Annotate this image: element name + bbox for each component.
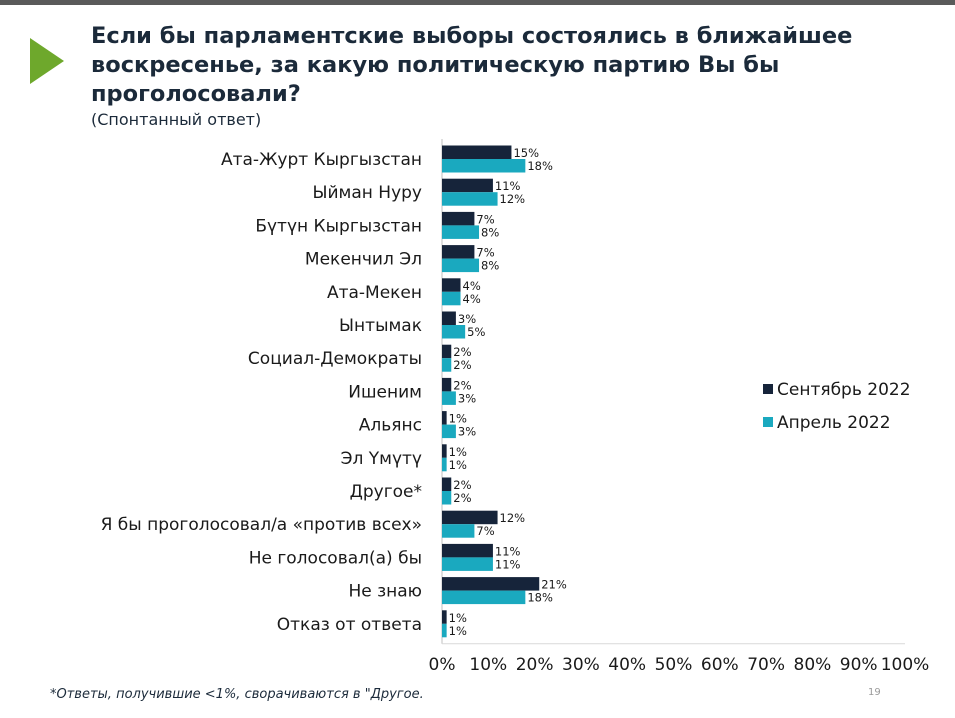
category-label: Ынтымак	[339, 316, 422, 336]
bar-april-2022	[442, 291, 461, 306]
x-tick-label: 50%	[655, 655, 693, 675]
data-label: 1%	[449, 445, 467, 459]
category-label: Ата-Мекен	[327, 283, 422, 303]
legend-label: Сентябрь 2022	[777, 380, 911, 400]
x-tick-label: 100%	[881, 655, 930, 675]
category-label: Не знаю	[348, 582, 422, 602]
data-label: 7%	[476, 524, 494, 538]
data-label: 21%	[541, 578, 567, 592]
bar-april-2022	[442, 424, 456, 439]
bar-april-2022	[442, 225, 480, 239]
bar-april-2022	[442, 491, 452, 505]
data-label: 2%	[453, 491, 471, 505]
footnote: *Ответы, получившие <1%, сворачиваются в…	[50, 687, 424, 702]
data-label: 2%	[453, 478, 471, 492]
data-label: 1%	[449, 611, 467, 625]
x-tick-label: 30%	[562, 655, 600, 675]
bar-april-2022	[442, 524, 475, 538]
data-label: 18%	[527, 159, 553, 173]
category-label: Другое*	[350, 482, 422, 502]
bar-april-2022	[442, 557, 493, 571]
data-label: 7%	[476, 212, 494, 226]
category-label: Альянс	[359, 416, 422, 436]
bar-september-2022	[442, 477, 452, 491]
category-label: Социал-Демократы	[248, 349, 422, 369]
data-label: 5%	[467, 325, 485, 339]
x-tick-label: 70%	[747, 655, 785, 675]
bar-september-2022	[442, 211, 475, 226]
data-label: 12%	[500, 192, 526, 206]
data-label: 11%	[495, 544, 521, 558]
data-label: 15%	[513, 146, 539, 160]
bar-chart: Ата-Журт Кыргызстан 15%18%Ыйман Нуру 11%12…	[101, 139, 930, 675]
x-tick-label: 90%	[840, 655, 878, 675]
data-label: 1%	[449, 624, 467, 638]
data-label: 2%	[453, 358, 471, 372]
data-label: 4%	[463, 279, 481, 293]
x-tick-label: 60%	[701, 655, 739, 675]
bar-april-2022	[442, 159, 526, 173]
bar-april-2022	[442, 457, 447, 472]
bar-september-2022	[442, 543, 493, 558]
bar-april-2022	[442, 391, 456, 405]
x-tick-label: 40%	[608, 655, 646, 675]
category-label: Эл Үмүтү	[341, 449, 422, 469]
category-label: Не голосовал(а) бы	[249, 548, 422, 568]
data-label: 11%	[495, 557, 521, 571]
data-label: 11%	[495, 179, 521, 193]
bar-september-2022	[442, 411, 447, 425]
category-label: Ишеним	[348, 382, 422, 402]
data-label: 12%	[500, 511, 526, 525]
bar-september-2022	[442, 311, 456, 325]
top-bar	[0, 0, 955, 5]
bar-september-2022	[442, 377, 452, 392]
category-label: Ата-Журт Кыргызстан	[221, 150, 422, 170]
data-label: 3%	[458, 425, 476, 439]
x-tick-label: 10%	[469, 655, 507, 675]
green-arrow-icon	[30, 38, 64, 84]
data-label: 7%	[476, 246, 494, 260]
x-tick-label: 0%	[429, 655, 456, 675]
data-label: 2%	[453, 345, 471, 359]
category-label: Ыйман Нуру	[312, 183, 422, 203]
legend-swatch	[763, 417, 773, 427]
data-label: 8%	[481, 259, 499, 273]
data-label: 1%	[449, 458, 467, 472]
data-label: 3%	[458, 312, 476, 326]
slide-subtitle: (Спонтанный ответ)	[91, 110, 262, 129]
category-label: Я бы проголосовал/а «против всех»	[101, 515, 422, 535]
bar-september-2022	[442, 577, 540, 591]
bar-april-2022	[442, 590, 526, 605]
x-tick-label: 80%	[794, 655, 832, 675]
data-label: 4%	[463, 292, 481, 306]
bar-september-2022	[442, 145, 512, 159]
bar-april-2022	[442, 358, 452, 372]
data-label: 3%	[458, 391, 476, 405]
bar-september-2022	[442, 444, 447, 458]
bar-september-2022	[442, 278, 461, 292]
bar-september-2022	[442, 344, 452, 359]
data-label: 8%	[481, 225, 499, 239]
page-number: 19	[868, 687, 881, 698]
bar-april-2022	[442, 258, 480, 273]
category-label: Бүтүн Кыргызстан	[255, 216, 422, 236]
bar-april-2022	[442, 325, 466, 339]
slide-title: Если бы парламентские выборы состоялись …	[91, 23, 853, 107]
legend-swatch	[763, 384, 773, 394]
bar-april-2022	[442, 192, 498, 206]
bar-september-2022	[442, 178, 493, 193]
bar-september-2022	[442, 510, 498, 525]
data-label: 18%	[527, 591, 553, 605]
category-label: Мекенчил Эл	[305, 250, 422, 270]
data-label: 2%	[453, 378, 471, 392]
category-label: Отказ от ответа	[277, 615, 422, 635]
bar-september-2022	[442, 245, 475, 259]
legend-label: Апрель 2022	[777, 413, 891, 433]
bar-april-2022	[442, 623, 447, 638]
x-tick-label: 20%	[516, 655, 554, 675]
data-label: 1%	[449, 412, 467, 426]
bar-september-2022	[442, 610, 447, 624]
